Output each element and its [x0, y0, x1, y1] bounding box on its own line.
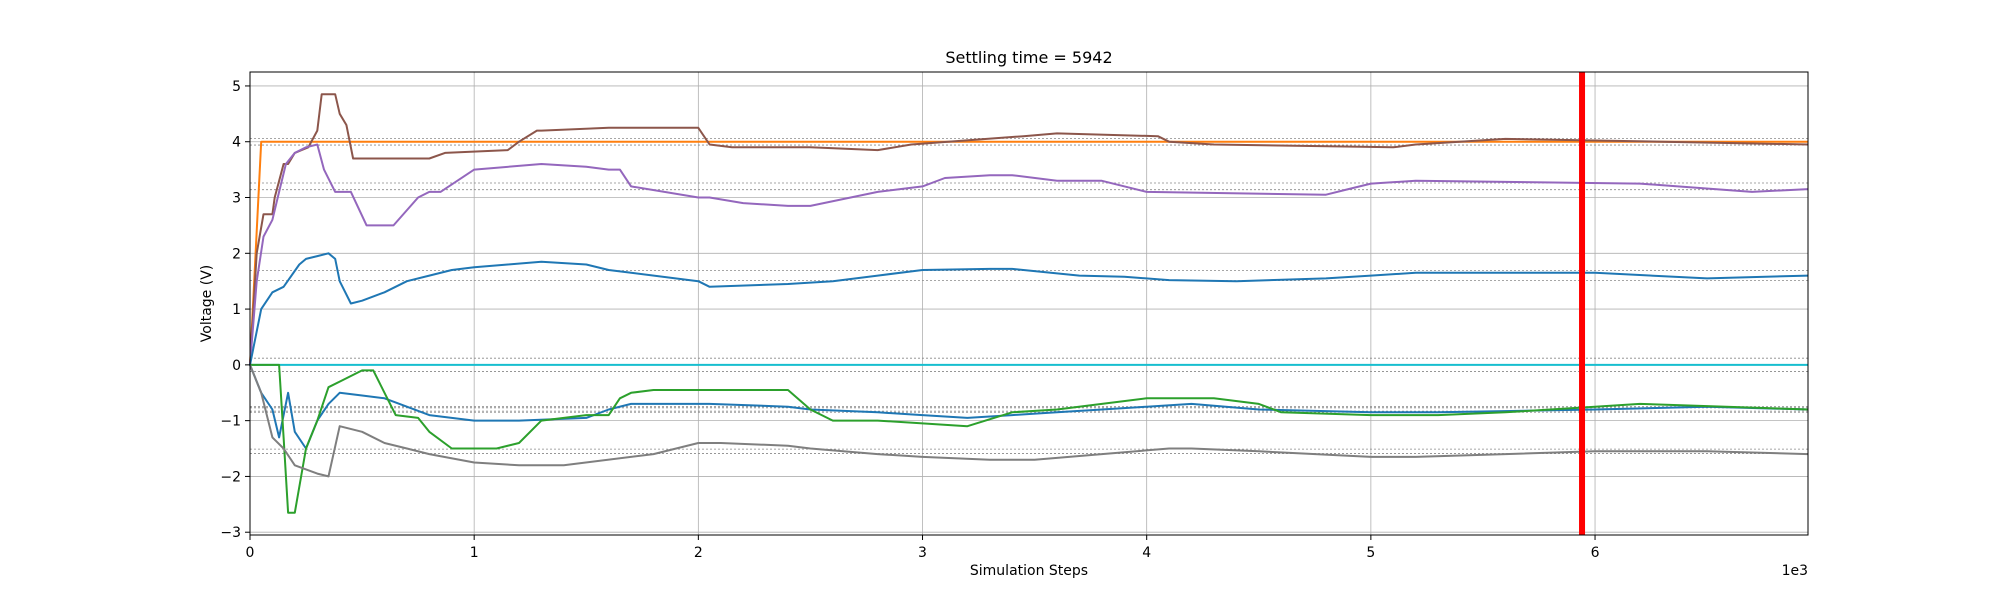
y-tick-label: −1: [220, 414, 241, 430]
x-tick-label: 0: [246, 545, 255, 561]
y-tick-label: 2: [232, 246, 241, 262]
axis-ticks: 0 1 2 3 4 5 6 −3 −2 −1 0 1 2 3 4 5: [220, 79, 1599, 561]
series-line: [249, 364, 1809, 478]
x-tick-label: 4: [1142, 545, 1151, 561]
series-line: [250, 363, 1809, 514]
series-line: [249, 364, 1809, 450]
y-tick-label: −3: [220, 525, 241, 541]
x-tick-label: 6: [1591, 545, 1600, 561]
x-tick-label: 1: [470, 545, 479, 561]
x-offset-label: 1e3: [1782, 563, 1808, 579]
series-line: [249, 143, 1809, 365]
series-line: [249, 252, 1809, 366]
y-tick-label: −2: [220, 469, 241, 485]
x-tick-label: 3: [918, 545, 927, 561]
plot-frame: [249, 71, 1809, 536]
y-axis-label: Voltage (V): [199, 265, 215, 342]
y-tick-label: 3: [232, 191, 241, 207]
x-tick-label: 2: [694, 545, 703, 561]
series-lines: [249, 93, 1809, 514]
y-tick-label: 0: [232, 358, 241, 374]
y-tick-label: 4: [232, 135, 241, 151]
x-axis-label: Simulation Steps: [970, 563, 1088, 579]
y-tick-label: 5: [232, 79, 241, 95]
chart-title: Settling time = 5942: [945, 48, 1112, 67]
y-tick-label: 1: [232, 302, 241, 318]
x-tick-label: 5: [1366, 545, 1375, 561]
